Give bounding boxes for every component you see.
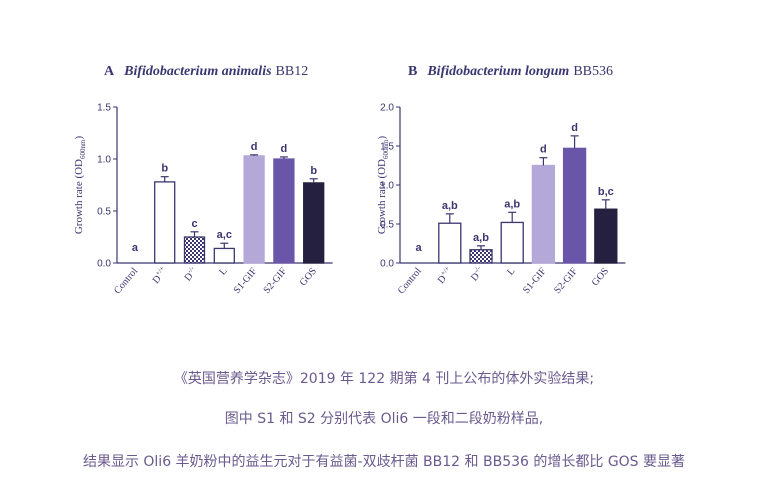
y-axis-label: Growth rate (OD600nm)	[73, 136, 87, 235]
x-tick-label: D-/-	[181, 264, 200, 283]
x-tick-label: S2-GIF	[261, 266, 289, 296]
significance-label: b	[161, 163, 168, 175]
bar-d-	[438, 222, 462, 264]
bar-gos	[303, 182, 325, 264]
caption-line-2: 图中 S1 和 S2 分别代表 Oli6 一段和二段奶粉样品,	[224, 411, 544, 427]
chart-panel-b: B Bifidobacterium longum BB536 Growth rate …	[376, 64, 626, 297]
y-tick-label: 1.0	[380, 181, 394, 192]
y-axis-label-end: )	[73, 136, 85, 140]
title-species: Bifidobacterium longum	[426, 64, 569, 79]
y-axis-label-main: Growth rate (OD	[73, 159, 85, 234]
significance-label: a,c	[217, 229, 232, 241]
y-tick-label: 1.5	[380, 142, 394, 153]
significance-label: b,c	[598, 186, 614, 198]
y-tick-label: 0.0	[380, 259, 394, 270]
title-species: Bifidobacterium animalis	[123, 64, 272, 79]
y-axis-label-sub: 600nm	[79, 139, 87, 159]
significance-label: c	[191, 218, 197, 230]
significance-label: d	[571, 122, 578, 134]
y-tick-label: 2.0	[380, 103, 394, 114]
significance-label: a	[132, 242, 139, 254]
x-tick-label: Control	[112, 266, 140, 297]
caption-line-3: 结果显示 Oli6 羊奶粉中的益生元对于有益菌-双歧杆菌 BB12 和 BB53…	[82, 454, 686, 470]
bar-s1-gif	[243, 155, 265, 264]
significance-label: a	[416, 242, 423, 254]
x-tick-label: GOS	[298, 266, 319, 288]
y-axis-label-main: Growth rate (OD	[376, 159, 388, 234]
y-tick-label: 1.5	[97, 103, 111, 114]
bar-d-	[183, 236, 206, 264]
y-tick-label: 0.0	[97, 259, 111, 270]
title-strain: BB536	[573, 64, 613, 79]
x-tick-label-sup: -/-	[186, 264, 197, 275]
significance-label: a,b	[504, 198, 520, 210]
significance-label: d	[281, 143, 288, 155]
panel-letter: A	[104, 64, 115, 79]
y-tick-label: 1.0	[97, 155, 111, 166]
x-tick-label: D-/-	[467, 264, 486, 283]
significance-label: d	[540, 144, 547, 156]
x-tick-label: GOS	[590, 266, 611, 288]
chart-title: A Bifidobacterium animalis BB12	[104, 64, 308, 79]
x-tick-label: S1-GIF	[521, 266, 549, 296]
bar-l	[213, 247, 235, 264]
significance-label: a,b	[442, 200, 458, 212]
y-axis-label-end: )	[376, 136, 388, 140]
x-tick-label: D+/+	[434, 265, 455, 286]
x-tick-label: L	[217, 266, 229, 278]
y-axis-label: Growth rate (OD600nm)	[376, 136, 390, 235]
bar-gos	[594, 208, 618, 264]
chart-title: B Bifidobacterium longum BB536	[408, 64, 613, 79]
bar-s2-gif	[562, 147, 587, 264]
bar-charts: A Bifidobacterium animalis BB12 Growth rate…	[73, 64, 626, 297]
x-tick-label: S2-GIF	[552, 266, 580, 296]
bar-l	[500, 221, 524, 264]
title-strain: BB12	[276, 64, 309, 79]
chart-panel-a: A Bifidobacterium animalis BB12 Growth rate…	[73, 64, 333, 296]
y-tick-label: 0.5	[380, 220, 394, 231]
x-tick-label: D+/+	[149, 265, 170, 286]
y-axis-label-sub: 600nm	[382, 139, 390, 159]
caption-line-1: 《英国营养学杂志》2019 年 122 期第 4 刊上公布的体外实验结果;	[173, 371, 595, 387]
y-tick-label: 0.5	[97, 207, 111, 218]
x-tick-label-sup: -/-	[472, 264, 483, 275]
significance-label: b	[310, 165, 317, 177]
significance-label: a,b	[473, 232, 489, 244]
x-tick-label: L	[505, 266, 517, 278]
significance-label: d	[251, 141, 258, 153]
x-tick-label: Control	[396, 266, 424, 297]
panel-letter: B	[408, 64, 417, 79]
bar-d-	[469, 249, 493, 264]
bar-d-	[154, 181, 176, 264]
bar-s1-gif	[531, 164, 556, 264]
x-tick-label: S1-GIF	[232, 266, 260, 296]
bar-s2-gif	[273, 158, 295, 264]
